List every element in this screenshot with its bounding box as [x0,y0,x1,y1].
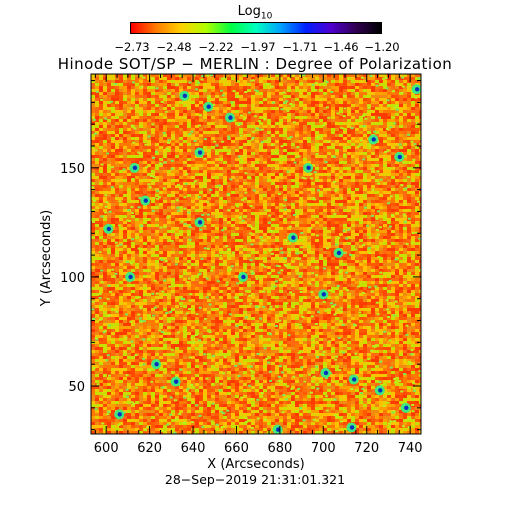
colorbar-tick-label: −1.97 [240,40,276,54]
y-tick-label: 150 [60,162,85,177]
high-polarization-patch [103,223,114,234]
high-polarization-patch [129,162,140,173]
x-tick-label: 740 [398,441,423,456]
x-tick-label: 600 [94,441,119,456]
high-polarization-patches [103,84,421,434]
high-polarization-patch [320,367,331,378]
x-tick-label: 720 [354,441,379,456]
x-tick-label: 640 [181,441,206,456]
high-polarization-patch [400,402,411,413]
high-polarization-patch [394,151,405,162]
colorbar-tick-labels: −2.73 −2.48 −2.22 −1.97 −1.71 −1.46 −1.2… [0,40,510,54]
high-polarization-patch [170,376,181,387]
high-polarization-patch [348,374,359,385]
colorbar [130,22,382,34]
colorbar-tick-label: −1.20 [364,40,400,54]
high-polarization-patch [318,289,329,300]
high-polarization-patch [224,112,235,123]
high-polarization-patch [151,359,162,370]
colorbar-tick-label: −2.48 [156,40,192,54]
high-polarization-patch [140,195,151,206]
high-polarization-patch [346,422,357,433]
high-polarization-patch [333,247,344,258]
high-polarization-patch [179,90,190,101]
axes: 600 620 640 660 680 700 720 740 50 100 150 [60,74,423,456]
x-tick-label: 660 [224,441,249,456]
colorbar-tick-label: −2.22 [198,40,234,54]
high-polarization-patch [411,84,421,95]
high-polarization-patch [287,232,298,243]
high-polarization-patch [114,409,125,420]
colorbar-title: Log10 [237,4,273,22]
y-tick-label: 100 [60,271,85,286]
high-polarization-patch [203,101,214,112]
high-polarization-patch [125,271,136,282]
polarization-map [91,74,421,434]
timestamp: 28−Sep−2019 21:31:01.321 [164,472,346,487]
high-polarization-patch [272,424,283,434]
colorbar-tick-label: −1.71 [282,40,318,54]
high-polarization-patch [303,162,314,173]
x-axis-label: X (Arcseconds) [207,457,304,472]
high-polarization-patch [194,217,205,228]
high-polarization-patch [374,385,385,396]
plot-title: Hinode SOT/SP − MERLIN : Degree of Polar… [57,55,453,73]
x-tick-label: 700 [311,441,336,456]
colorbar-tick-label: −2.73 [114,40,150,54]
colorbar-tick-label: −1.46 [323,40,359,54]
x-tick-label: 620 [137,441,162,456]
y-axis-label: Y (Arcseconds) [39,210,54,307]
y-tick-label: 50 [68,380,85,395]
x-tick-label: 680 [267,441,292,456]
high-polarization-patch [237,271,248,282]
plot-frame [90,73,422,435]
high-polarization-patch [368,134,379,145]
high-polarization-patch [194,147,205,158]
